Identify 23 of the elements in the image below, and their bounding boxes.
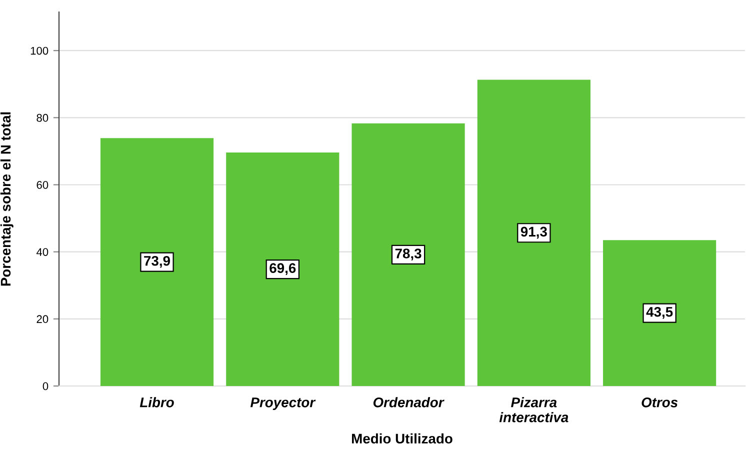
- y-axis-title: Porcentaje sobre el N total: [0, 112, 14, 286]
- x-tick-label: Otros: [642, 397, 678, 408]
- bar: [477, 80, 590, 386]
- data-label: 43,5: [646, 306, 673, 319]
- y-tick-label: 0: [42, 382, 48, 390]
- data-label: 69,6: [270, 263, 296, 276]
- x-tick-label: Libro: [140, 397, 174, 408]
- x-tick-label: Pizarra interactiva: [499, 397, 568, 422]
- x-axis-title: Medio Utilizado: [352, 433, 452, 444]
- bar: [226, 152, 340, 386]
- bar: [603, 240, 716, 386]
- data-label: 91,3: [520, 226, 547, 239]
- bar: [100, 138, 214, 386]
- y-tick-label: 80: [36, 114, 48, 122]
- y-tick-label: 100: [30, 46, 48, 55]
- x-tick-label: Proyector: [250, 398, 316, 410]
- data-label: 78,3: [395, 248, 422, 260]
- y-tick-label: 20: [36, 315, 48, 324]
- data-label: 73,9: [144, 256, 170, 268]
- y-tick-label: 60: [36, 181, 48, 189]
- x-tick-label: Ordenador: [373, 397, 444, 408]
- bar: [352, 123, 465, 386]
- y-tick-label: 40: [36, 248, 48, 256]
